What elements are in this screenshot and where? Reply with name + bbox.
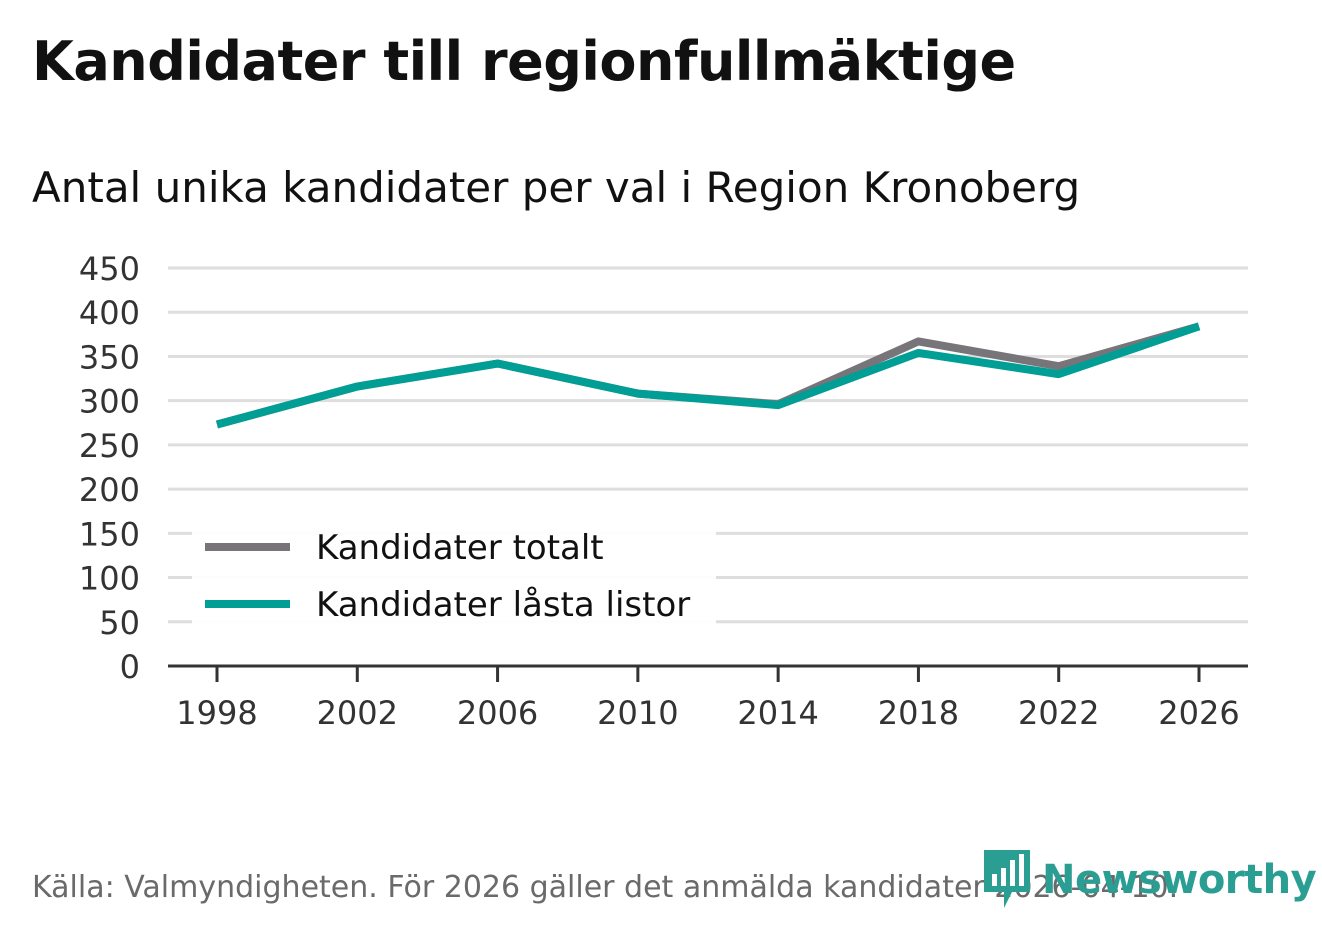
x-tick-label: 2022 (1018, 694, 1099, 732)
x-tick-label: 2014 (737, 694, 818, 732)
chart-title: Kandidater till regionfullmäktige (32, 30, 1016, 93)
series-lines (215, 322, 1201, 429)
x-tick-label: 2018 (878, 694, 959, 732)
y-tick-label: 300 (79, 383, 140, 421)
y-axis-ticks: 0 50 100 150 200 250 300 350 400 450 (79, 250, 140, 686)
line-chart: 0 50 100 150 200 250 300 350 400 450 1998 2002 2006… (79, 250, 1248, 732)
y-tick-label: 200 (79, 471, 140, 509)
legend: Kandidater totalt Kandidater låsta listor (192, 516, 716, 626)
legend-label-total: Kandidater totalt (316, 528, 604, 568)
y-tick-label: 0 (120, 648, 140, 686)
y-tick-label: 400 (79, 294, 140, 332)
x-axis: 1998 2002 2006 2010 2014 2018 2022 2026 (168, 664, 1248, 732)
x-tick-label: 2010 (597, 694, 678, 732)
x-tick-label: 2006 (457, 694, 538, 732)
y-tick-label: 450 (79, 250, 140, 288)
y-tick-label: 350 (79, 338, 140, 376)
x-tick-label: 2026 (1158, 694, 1239, 732)
x-tick-label: 1998 (176, 694, 257, 732)
y-tick-label: 100 (79, 560, 140, 598)
newsworthy-logo: Newsworthy (982, 850, 1317, 910)
y-tick-label: 250 (79, 427, 140, 465)
y-tick-label: 50 (99, 604, 140, 642)
y-tick-label: 150 (79, 515, 140, 553)
legend-label-locked: Kandidater låsta listor (316, 585, 690, 625)
series-line-locked (215, 322, 1201, 429)
chart-subtitle: Antal unika kandidater per val i Region … (32, 163, 1081, 212)
newsworthy-logo-icon (984, 850, 1030, 908)
x-tick-label: 2002 (317, 694, 398, 732)
logo-text: Newsworthy (1042, 857, 1317, 903)
